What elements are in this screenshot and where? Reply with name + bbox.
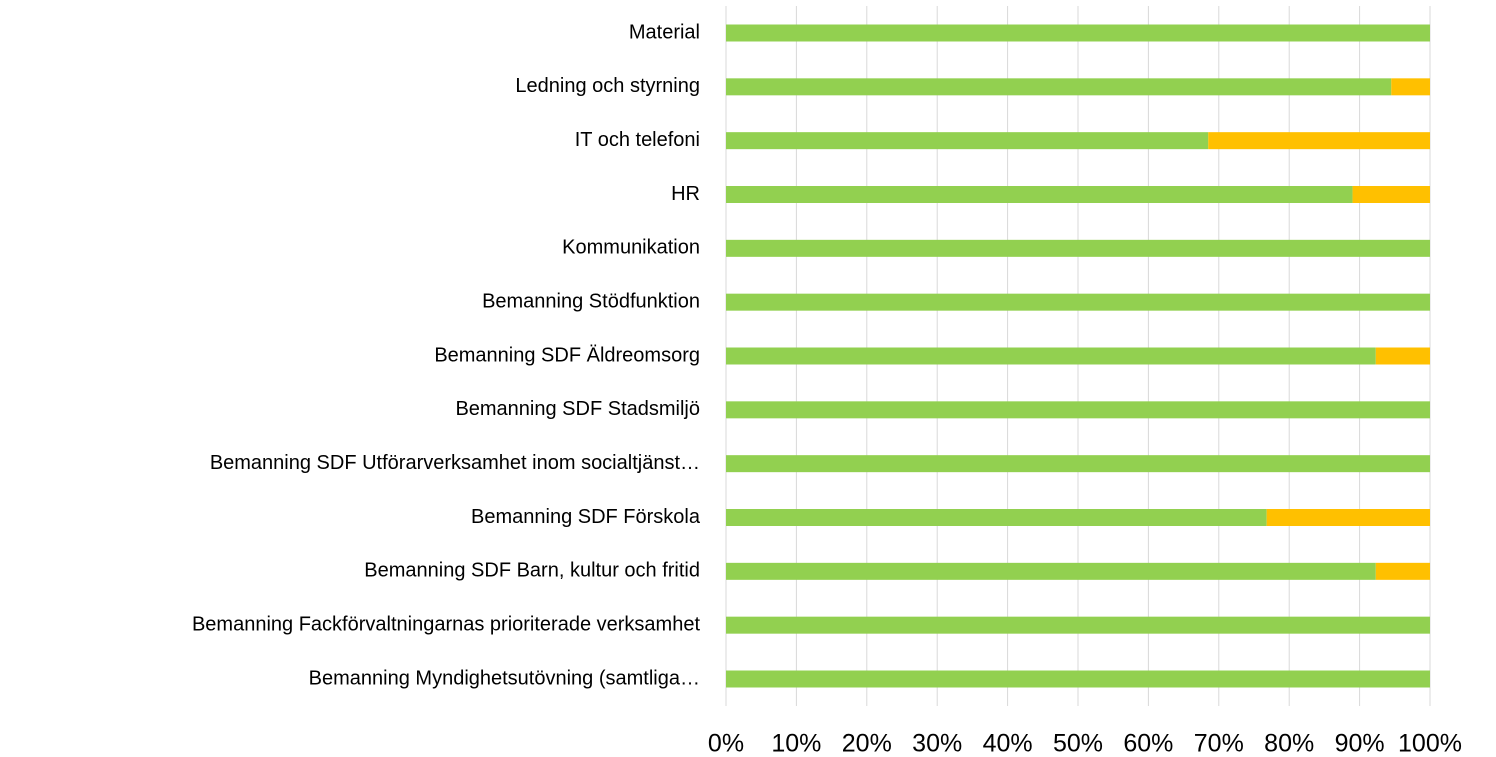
bar-segment: [726, 186, 1353, 203]
bar-segment: [726, 455, 1430, 473]
category-label: HR: [671, 183, 700, 205]
bar-segment: [726, 401, 1430, 419]
category-label: Bemanning SDF Stadsmiljö: [455, 398, 700, 420]
category-label: Bemanning SDF Förskola: [471, 506, 701, 528]
category-label: Bemanning Myndighetsutövning (samtliga…: [309, 667, 700, 689]
bar-segment: [1391, 78, 1430, 96]
bar-segment: [1208, 132, 1430, 150]
category-label: Material: [629, 21, 700, 43]
x-tick-label: 50%: [1053, 730, 1103, 757]
x-tick-label: 30%: [912, 730, 962, 757]
x-tick-label: 70%: [1194, 730, 1244, 757]
bar-segment: [726, 347, 1376, 365]
category-label: Bemanning SDF Äldreomsorg: [434, 344, 700, 366]
category-label: Bemanning Fackförvaltningarnas prioriter…: [192, 613, 700, 635]
bar-segment: [726, 562, 1376, 580]
bar-segment: [726, 78, 1392, 96]
x-tick-label: 0%: [708, 730, 744, 757]
bar-segment: [726, 24, 1430, 42]
x-tick-label: 20%: [842, 730, 892, 757]
bar-segment: [726, 509, 1267, 526]
bar-segment: [1375, 562, 1430, 580]
bar-segment: [726, 616, 1430, 634]
category-label: Bemanning SDF Utförarverksamhet inom soc…: [210, 452, 700, 474]
bar-segment: [1266, 509, 1430, 526]
category-label: Ledning och styrning: [515, 75, 700, 97]
bar-segment: [726, 293, 1430, 311]
bar-segment: [726, 132, 1209, 150]
category-label: IT och telefoni: [575, 129, 700, 151]
bar-segment: [1352, 186, 1430, 203]
x-tick-label: 100%: [1398, 730, 1462, 757]
bar-segment: [1375, 347, 1430, 365]
x-tick-label: 10%: [771, 730, 821, 757]
x-tick-label: 40%: [983, 730, 1033, 757]
category-label: Bemanning Stödfunktion: [482, 290, 700, 312]
x-tick-label: 90%: [1335, 730, 1385, 757]
bar-segment: [726, 670, 1430, 688]
x-tick-label: 80%: [1264, 730, 1314, 757]
category-label: Bemanning SDF Barn, kultur och fritid: [364, 560, 700, 582]
bar-segment: [726, 239, 1430, 257]
category-label: Kommunikation: [562, 237, 700, 259]
x-tick-label: 60%: [1123, 730, 1173, 757]
